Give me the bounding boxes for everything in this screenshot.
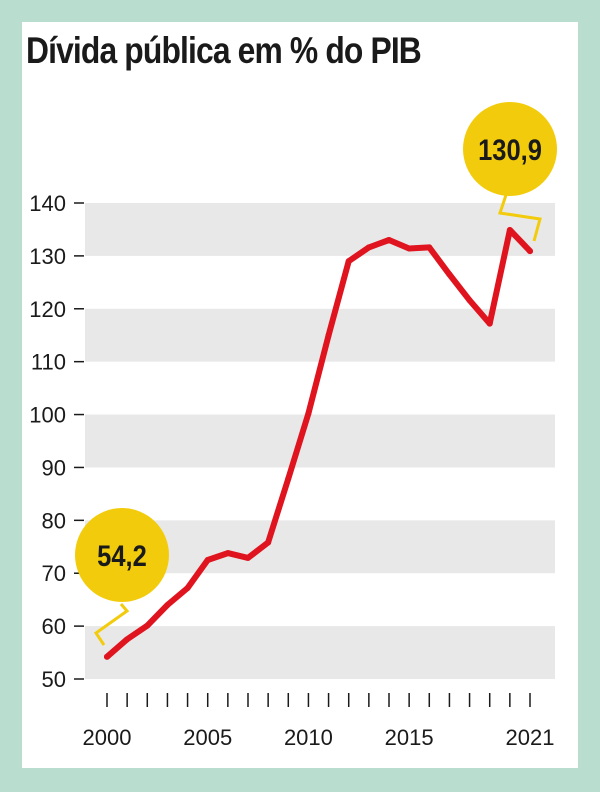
x-axis: 2000 2005 2010 2015 2021 [83, 693, 555, 750]
x-tick-label: 2010 [284, 725, 333, 750]
grid-band [85, 203, 555, 256]
data-point [466, 297, 473, 304]
bubble-circle [75, 508, 169, 602]
grid-band [85, 414, 555, 468]
data-point [144, 622, 151, 629]
data-point [305, 410, 312, 417]
data-point [204, 557, 211, 563]
value-bubble: 54,2 [75, 508, 169, 646]
data-point [285, 475, 292, 482]
y-tick-label: 90 [42, 455, 66, 480]
data-point [426, 244, 433, 251]
y-tick-label: 50 [42, 667, 66, 692]
data-point [184, 585, 191, 592]
data-point [406, 245, 413, 252]
y-tick-label: 130 [29, 244, 66, 269]
data-point [527, 248, 533, 255]
series-line-path [104, 227, 533, 660]
gridline-bands [85, 203, 555, 679]
x-tick-label: 2005 [183, 725, 232, 750]
value-bubbles: 54,2 130,9 [75, 102, 557, 646]
data-point [345, 258, 352, 265]
data-point [265, 539, 272, 546]
data-point [245, 554, 251, 561]
y-tick-label: 60 [42, 614, 66, 639]
grid-band [85, 308, 555, 362]
y-tick-label: 140 [29, 191, 66, 216]
y-tick-label: 80 [42, 508, 66, 533]
grid-band [85, 626, 555, 679]
bubble-circle [463, 102, 557, 196]
data-point [164, 601, 171, 608]
x-tick-label: 2015 [385, 725, 434, 750]
chart-title: Dívida pública em % do PIB [26, 30, 422, 71]
y-tick-label: 100 [29, 403, 66, 428]
bubble-label: 54,2 [97, 539, 147, 572]
data-point [486, 320, 493, 327]
value-bubble: 130,9 [463, 102, 557, 242]
y-tick-label: 110 [31, 350, 66, 375]
data-point [124, 636, 131, 643]
y-tick-label: 120 [29, 297, 66, 322]
data-point [506, 226, 513, 233]
bubble-pointer [93, 603, 130, 646]
data-point [224, 550, 231, 557]
series-line [104, 226, 533, 660]
data-point [386, 237, 392, 244]
bubble-label: 130,9 [478, 133, 542, 166]
y-tick-label: 70 [42, 561, 66, 586]
data-point [446, 271, 453, 278]
x-tick-label: 2000 [83, 725, 132, 750]
data-point [104, 653, 110, 660]
x-tick-label: 2021 [506, 725, 555, 750]
bubble-pointer [498, 194, 542, 242]
data-point [325, 332, 332, 339]
data-point [365, 244, 372, 251]
y-axis: 50 60 70 80 90 100 110 120 130 140 [29, 191, 84, 692]
